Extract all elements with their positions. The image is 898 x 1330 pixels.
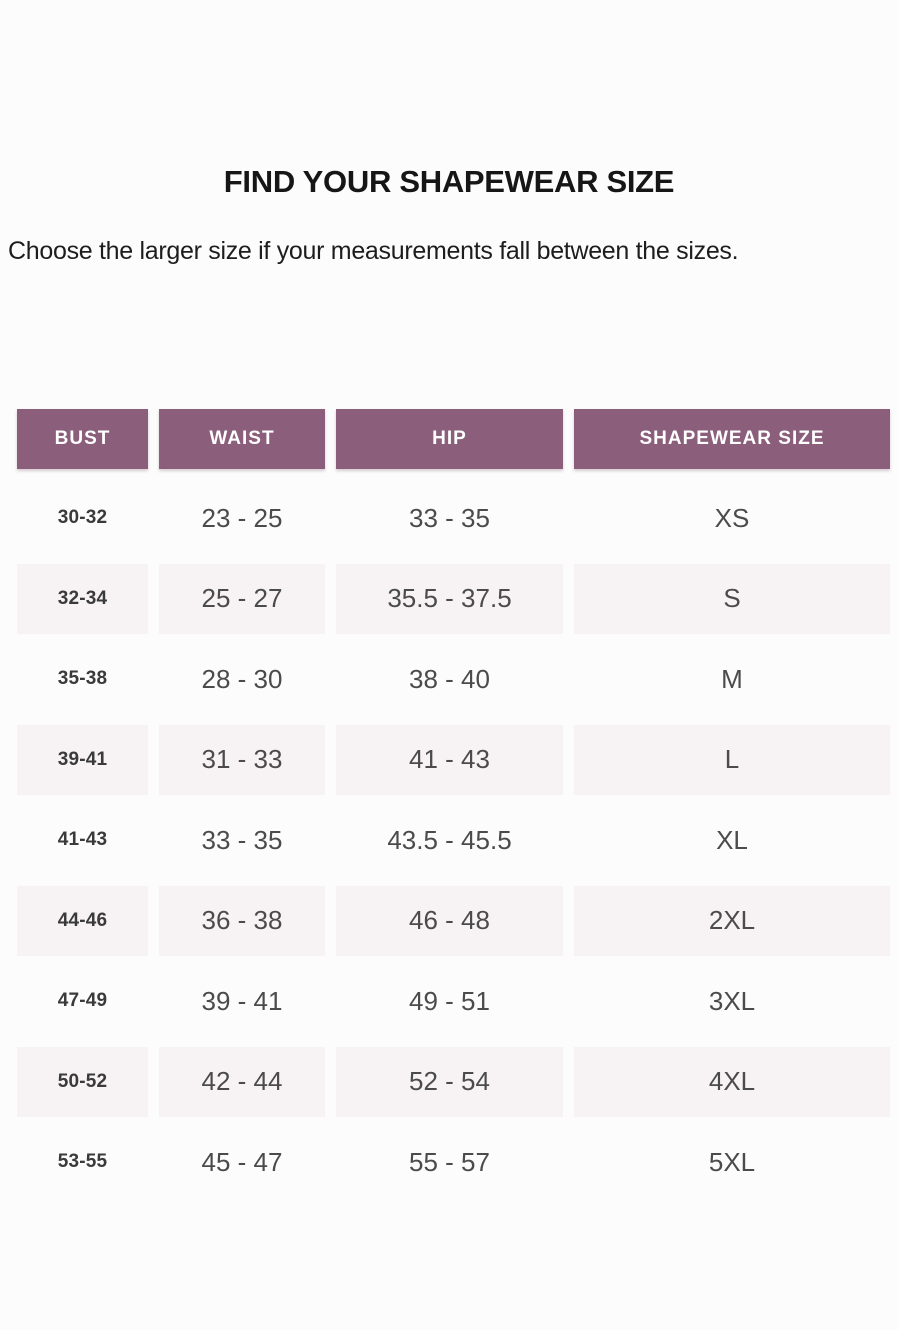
cell-hip: 41 - 43 (336, 724, 563, 795)
cell-hip: 52 - 54 (336, 1046, 563, 1117)
cell-bust: 47-49 (57, 990, 108, 1012)
cell-bust: 41-43 (57, 829, 108, 851)
cell-shapewear-size: XS (714, 502, 750, 533)
cell-shapewear-size: 4XL (574, 1046, 890, 1117)
table-header-row: BUST WAIST HIP SHAPEWEAR SIZE (17, 409, 890, 469)
cell-bust: 53-55 (57, 1151, 108, 1173)
cell-bust: 44-46 (17, 885, 148, 956)
table-row: 47-49 39 - 41 49 - 51 3XL (17, 961, 890, 1042)
cell-waist: 39 - 41 (201, 985, 283, 1016)
table-row: 53-55 45 - 47 55 - 57 5XL (17, 1122, 890, 1203)
cell-waist: 42 - 44 (159, 1046, 325, 1117)
cell-waist: 23 - 25 (201, 502, 283, 533)
cell-hip: 35.5 - 37.5 (336, 563, 563, 634)
cell-hip: 46 - 48 (336, 885, 563, 956)
table-row: 41-43 33 - 35 43.5 - 45.5 XL (17, 800, 890, 881)
table-row: 35-38 28 - 30 38 - 40 M (17, 639, 890, 720)
column-header-hip: HIP (336, 409, 563, 469)
table-row: 44-46 36 - 38 46 - 48 2XL (17, 881, 890, 962)
cell-bust: 50-52 (17, 1046, 148, 1117)
table-body: 30-32 23 - 25 33 - 35 XS 32-34 25 - 27 3… (17, 478, 890, 1203)
cell-shapewear-size: 5XL (708, 1146, 756, 1177)
cell-shapewear-size: S (574, 563, 890, 634)
cell-waist: 25 - 27 (159, 563, 325, 634)
cell-hip: 38 - 40 (409, 663, 490, 694)
cell-waist: 33 - 35 (201, 824, 283, 855)
column-header-waist: WAIST (159, 409, 325, 469)
cell-shapewear-size: 2XL (574, 885, 890, 956)
table-row: 50-52 42 - 44 52 - 54 4XL (17, 1042, 890, 1123)
cell-shapewear-size: 3XL (708, 985, 756, 1016)
cell-waist: 45 - 47 (201, 1146, 283, 1177)
cell-hip: 43.5 - 45.5 (387, 824, 512, 855)
page-title: FIND YOUR SHAPEWEAR SIZE (223, 164, 675, 199)
column-header-bust: BUST (17, 409, 148, 469)
cell-bust: 35-38 (57, 668, 108, 690)
cell-shapewear-size: M (721, 663, 743, 694)
cell-waist: 28 - 30 (201, 663, 283, 694)
cell-hip: 55 - 57 (409, 1146, 490, 1177)
table-row: 30-32 23 - 25 33 - 35 XS (17, 478, 890, 559)
cell-bust: 32-34 (17, 563, 148, 634)
cell-bust: 30-32 (57, 507, 108, 529)
table-row: 32-34 25 - 27 35.5 - 37.5 S (17, 559, 890, 640)
cell-shapewear-size: L (574, 724, 890, 795)
cell-hip: 49 - 51 (409, 985, 490, 1016)
cell-bust: 39-41 (17, 724, 148, 795)
table-row: 39-41 31 - 33 41 - 43 L (17, 720, 890, 801)
cell-shapewear-size: XL (716, 824, 748, 855)
size-chart-table: BUST WAIST HIP SHAPEWEAR SIZE 30-32 23 -… (17, 409, 890, 1203)
cell-waist: 31 - 33 (159, 724, 325, 795)
column-header-shapewear-size: SHAPEWEAR SIZE (574, 409, 890, 469)
cell-waist: 36 - 38 (159, 885, 325, 956)
cell-hip: 33 - 35 (409, 502, 490, 533)
page-subtitle: Choose the larger size if your measureme… (8, 237, 739, 265)
